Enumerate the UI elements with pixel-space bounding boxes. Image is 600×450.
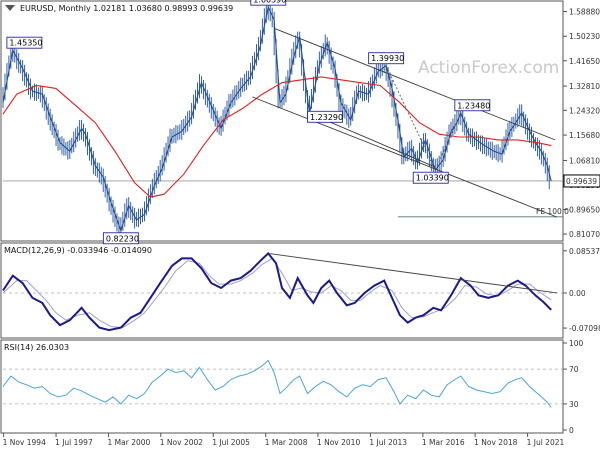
rsi-tick-label: 70 bbox=[569, 365, 579, 374]
dotted-trend-line bbox=[385, 65, 462, 172]
rsi-tick-label: 30 bbox=[569, 400, 579, 409]
rsi-axis: 100 70 30 0 bbox=[3, 339, 584, 435]
macd-trend-line bbox=[268, 252, 558, 294]
rsi-header-text: RSI(14) 26.0303 bbox=[4, 343, 69, 352]
price-tick-label: 1.24320 bbox=[569, 106, 600, 115]
price-label-text: 1.23290 bbox=[310, 113, 343, 122]
macd-line bbox=[2, 251, 552, 332]
macd-header: MACD(12,26,9) -0.033946 -0.014090 bbox=[4, 246, 152, 255]
price-labels: 1.45350 0.82230 1.60390 1.23290 1.39930 1.033… bbox=[6, 0, 491, 245]
x-tick-label: 1 Jul 1997 bbox=[55, 438, 93, 447]
price-line bbox=[2, 5, 552, 233]
rsi-series bbox=[2, 359, 552, 408]
triangle-down-icon bbox=[5, 5, 15, 11]
x-tick-label: 1 Nov 2010 bbox=[317, 438, 360, 447]
x-tick-label: 1 Nov 2018 bbox=[474, 438, 517, 447]
price-label-box bbox=[368, 52, 405, 65]
last-price-box bbox=[563, 174, 600, 188]
x-tick-label: 1 Mar 2008 bbox=[265, 438, 308, 447]
price-label-text: 0.82230 bbox=[106, 234, 139, 243]
moving-average-line bbox=[2, 76, 552, 198]
x-tick-label: 1 Mar 2016 bbox=[422, 438, 465, 447]
x-tick-label: 1 Nov 1994 bbox=[3, 438, 46, 447]
rsi-panel-frame bbox=[0, 339, 564, 434]
price-tick-label: 1.50230 bbox=[569, 32, 600, 41]
price-axis: 1.58880 1.50230 1.41650 1.32810 1.24320 1.156… bbox=[3, 7, 600, 239]
channel-line-upper bbox=[273, 27, 556, 141]
fe-label: FE 100.0 bbox=[536, 207, 569, 216]
price-header-text: EURUSD, Monthly 1.02181 1.03680 0.98993 … bbox=[20, 4, 233, 13]
rsi-line bbox=[2, 359, 552, 408]
rsi-tick-label: 100 bbox=[569, 339, 584, 348]
price-label-text: 1.60390 bbox=[253, 0, 286, 5]
x-tick-label: 1 Jul 2013 bbox=[369, 438, 407, 447]
price-tick-label: 1.06810 bbox=[569, 156, 600, 165]
price-tick-label: 1.32810 bbox=[569, 82, 600, 91]
price-tick-label: 1.15680 bbox=[569, 131, 600, 140]
price-label-box bbox=[102, 232, 139, 245]
price-label-text: 1.03390 bbox=[416, 174, 449, 183]
macd-tick-label: -0.070989 bbox=[569, 324, 600, 333]
price-panel-frame bbox=[0, 0, 564, 242]
watermark: ActionForex.com bbox=[418, 58, 559, 78]
macd-axis: 0.085379 0.00 -0.070989 bbox=[3, 247, 600, 333]
rsi-tick-label: 0 bbox=[569, 426, 574, 435]
macd-panel-frame bbox=[0, 242, 564, 339]
price-label-box bbox=[454, 99, 491, 112]
price-tick-label: 1.58880 bbox=[569, 7, 600, 16]
price-series bbox=[2, 0, 558, 240]
price-label-box bbox=[250, 0, 287, 6]
channel-line-lower bbox=[252, 96, 558, 218]
macd-series bbox=[2, 251, 558, 332]
price-label-text: 1.45350 bbox=[9, 39, 42, 48]
price-label-box bbox=[6, 36, 43, 49]
price-tick-label: 0.89650 bbox=[569, 206, 600, 215]
x-tick-label: 1 Jul 2005 bbox=[212, 438, 250, 447]
macd-tick-label: 0.085379 bbox=[569, 247, 600, 256]
price-label-box bbox=[307, 110, 343, 123]
price-label-box bbox=[412, 171, 449, 184]
x-tick-label: 1 Mar 2000 bbox=[108, 438, 151, 447]
rsi-header: RSI(14) 26.0303 bbox=[4, 343, 69, 352]
x-axis: 1 Nov 1994 1 Jul 1997 1 Mar 2000 1 Nov 2002… bbox=[3, 433, 565, 447]
price-label-text: 1.39930 bbox=[371, 54, 404, 63]
x-tick-label: 1 Jul 2021 bbox=[527, 438, 565, 447]
macd-tick-label: 0.00 bbox=[569, 289, 586, 298]
price-tick-label: 1.41650 bbox=[569, 57, 600, 66]
price-header: EURUSD, Monthly 1.02181 1.03680 0.98993 … bbox=[20, 4, 233, 13]
x-tick-label: 1 Nov 2002 bbox=[160, 438, 203, 447]
price-label-text: 1.23480 bbox=[457, 101, 490, 110]
price-tick-label: 0.81070 bbox=[569, 230, 600, 239]
last-price-label: 0.99639 bbox=[566, 177, 597, 186]
macd-header-text: MACD(12,26,9) -0.033946 -0.014090 bbox=[4, 246, 152, 255]
macd-signal-line bbox=[2, 257, 552, 329]
